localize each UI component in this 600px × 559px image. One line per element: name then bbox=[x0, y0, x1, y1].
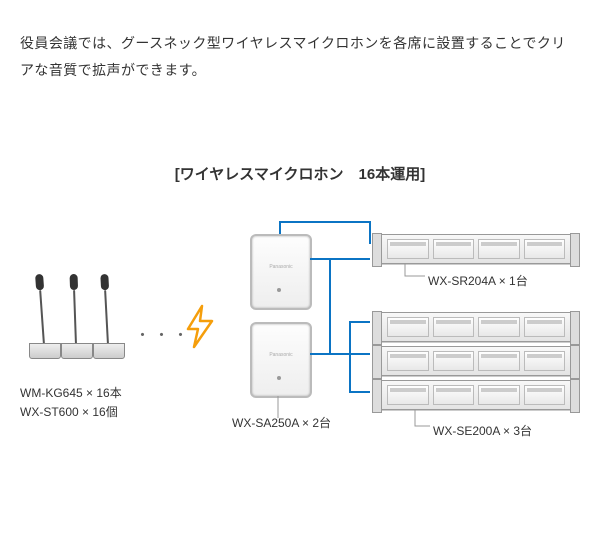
antenna-unit-icon: Panasonic bbox=[250, 234, 312, 310]
antenna-label: WX-SA250A × 2台 bbox=[232, 414, 331, 431]
system-diagram: ・・・ WM-KG645 × 16本 WX-ST600 × 16個 Panaso… bbox=[0, 204, 600, 484]
brand-text: Panasonic bbox=[252, 264, 310, 270]
antenna-unit-icon: Panasonic bbox=[250, 322, 312, 398]
gooseneck-mic-icon bbox=[26, 269, 62, 359]
extension-unit-icon bbox=[380, 346, 572, 376]
extension-unit-icon bbox=[380, 312, 572, 342]
diagram-title: [ワイヤレスマイクロホン 16本運用] bbox=[0, 163, 600, 184]
mic-model-1: WM-KG645 × 16本 bbox=[20, 384, 122, 403]
receiver-unit-icon bbox=[380, 234, 572, 264]
intro-paragraph: 役員会議では、グースネック型ワイヤレスマイクロホンを各席に設置することでクリアな… bbox=[0, 0, 600, 93]
extension-unit-icon bbox=[380, 380, 572, 410]
extension-label: WX-SE200A × 3台 bbox=[433, 422, 532, 439]
gooseneck-mic-icon bbox=[90, 269, 126, 359]
brand-text: Panasonic bbox=[252, 352, 310, 358]
wireless-bolt-icon bbox=[182, 304, 218, 349]
mic-label: WM-KG645 × 16本 WX-ST600 × 16個 bbox=[20, 384, 122, 422]
gooseneck-mic-icon bbox=[58, 269, 94, 359]
receiver-label: WX-SR204A × 1台 bbox=[428, 272, 528, 289]
mic-model-2: WX-ST600 × 16個 bbox=[20, 403, 122, 422]
